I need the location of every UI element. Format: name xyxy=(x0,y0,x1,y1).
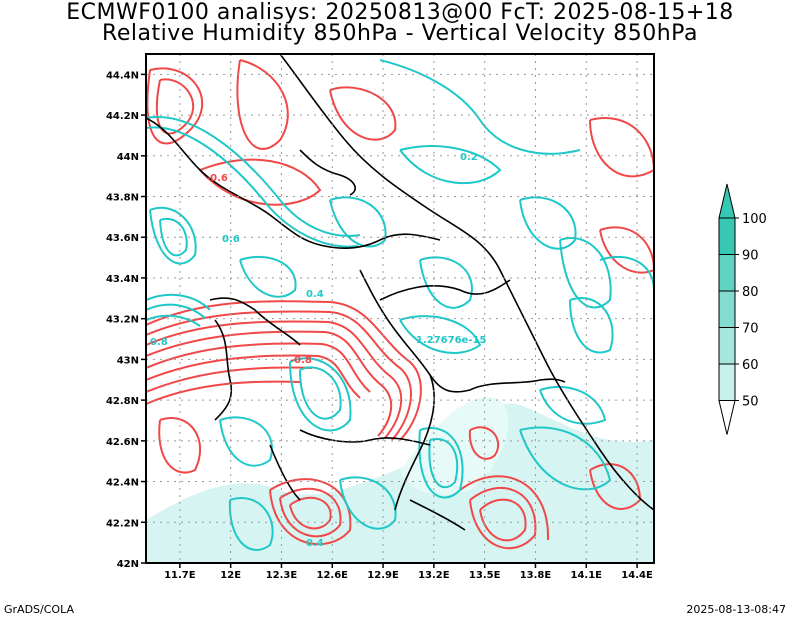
colorbar-segment xyxy=(718,327,736,365)
contour-labels: 0.2 -0.6 0.6 0.4 0.8 -0.8 1.27676e-15 0.… xyxy=(150,152,486,549)
lon-tick-label: 13.5E xyxy=(469,570,501,581)
colorbar: 100 90 80 70 60 50 xyxy=(718,183,767,435)
lat-tick-label: 42.4N xyxy=(106,478,139,489)
colorbar-bottom-triangle xyxy=(718,400,736,435)
lat-tick-label: 43N xyxy=(117,355,139,366)
colorbar-segment xyxy=(718,254,736,292)
colorbar-label: 100 xyxy=(742,212,767,227)
colorbar-label: 60 xyxy=(742,358,759,373)
lat-tick-label: 42.8N xyxy=(106,396,139,407)
contour-label: 0.4 xyxy=(306,538,324,549)
footer-credit: GrADS/COLA xyxy=(4,603,74,616)
latitude-ticks: 44.4N 44.2N 44N 43.8N 43.6N 43.4N 43.2N 43N 42.8… xyxy=(106,70,146,570)
contour-label: 0.6 xyxy=(222,234,240,245)
contour-label: 0.8 xyxy=(150,337,168,348)
contour-label: 1.27676e-15 xyxy=(416,335,486,346)
lon-tick-label: 12.9E xyxy=(367,570,399,581)
grid-lines xyxy=(146,54,654,563)
contour-label: -0.8 xyxy=(290,355,312,366)
lon-tick-label: 13.2E xyxy=(418,570,450,581)
lat-tick-label: 43.4N xyxy=(106,274,139,285)
lon-tick-label: 11.7E xyxy=(164,570,196,581)
lat-tick-label: 44.4N xyxy=(106,70,139,81)
lon-tick-label: 14.1E xyxy=(571,570,603,581)
lat-tick-label: 43.2N xyxy=(106,315,139,326)
lat-tick-label: 44.2N xyxy=(106,111,139,122)
title-line-1: ECMWF0100 analisys: 20250813@00 FcT: 202… xyxy=(66,0,734,25)
footer-timestamp: 2025-08-13-08:47 xyxy=(686,603,786,616)
colorbar-label: 90 xyxy=(742,249,759,264)
colorbar-segment xyxy=(718,217,736,255)
positive-contours xyxy=(146,59,654,551)
lon-tick-label: 12.6E xyxy=(317,570,349,581)
lon-tick-label: 13.8E xyxy=(520,570,552,581)
lat-tick-label: 42.2N xyxy=(106,518,139,529)
contour-label: 0.4 xyxy=(306,289,324,300)
colorbar-label: 50 xyxy=(742,395,759,410)
longitude-ticks: 11.7E 12E 12.3E 12.6E 12.9E 13.2E 13.5E 13.8E 14… xyxy=(164,563,653,581)
region-borders xyxy=(146,54,654,531)
colorbar-top-triangle xyxy=(718,183,736,219)
lon-tick-label: 12.3E xyxy=(266,570,298,581)
lat-tick-label: 43.8N xyxy=(106,193,139,204)
lat-tick-label: 42.6N xyxy=(106,437,139,448)
contour-label: -0.6 xyxy=(206,173,228,184)
contour-label: 0.2 xyxy=(460,152,478,163)
colorbar-segment xyxy=(718,363,736,401)
colorbar-segment xyxy=(718,290,736,328)
lat-tick-label: 44N xyxy=(117,152,139,163)
lon-tick-label: 14.4E xyxy=(621,570,653,581)
lat-tick-label: 43.6N xyxy=(106,233,139,244)
plot-frame xyxy=(145,53,655,564)
negative-contours xyxy=(146,59,654,550)
humidity-shading xyxy=(146,397,654,563)
vertical-velocity-contours xyxy=(146,59,654,551)
lat-tick-label: 42N xyxy=(117,559,139,570)
colorbar-label: 80 xyxy=(742,285,759,300)
title-line-2: Relative Humidity 850hPa - Vertical Velo… xyxy=(102,21,698,46)
lon-tick-label: 12E xyxy=(220,570,241,581)
colorbar-label: 70 xyxy=(742,322,759,337)
